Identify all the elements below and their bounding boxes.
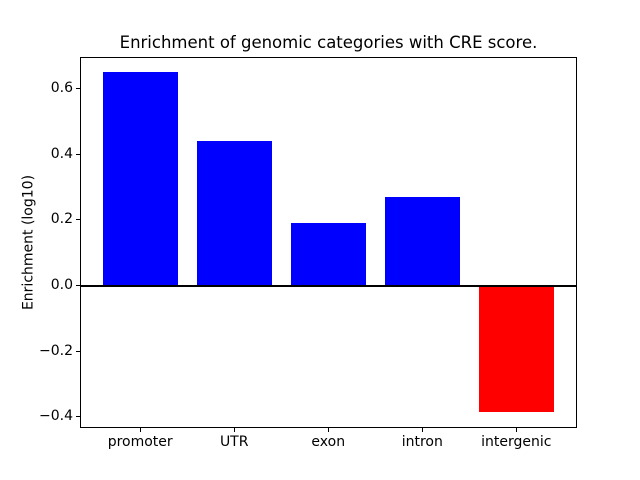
x-tick (421, 427, 423, 432)
bar-exon (290, 223, 366, 286)
x-tick-label-intergenic: intergenic (481, 433, 552, 450)
y-tick-label: −0.4 (39, 408, 73, 425)
y-tick (76, 153, 80, 155)
y-tick-label: 0.2 (50, 211, 73, 228)
y-tick (76, 87, 80, 89)
y-tick-label: 0.0 (50, 277, 73, 294)
y-tick-label: −0.2 (39, 342, 73, 359)
chart-title: Enrichment of genomic categories with CR… (119, 33, 538, 52)
y-tick (76, 416, 80, 418)
zero-line (80, 284, 577, 287)
x-tick-label-UTR: UTR (219, 433, 249, 450)
y-tick (76, 219, 80, 221)
x-tick (139, 427, 141, 432)
x-tick-label-exon: exon (311, 433, 346, 450)
x-tick (327, 427, 329, 432)
bar-intergenic (478, 285, 554, 413)
y-tick (76, 350, 80, 352)
x-tick (233, 427, 235, 432)
x-tick-label-promoter: promoter (107, 433, 173, 450)
bar-UTR (196, 140, 272, 286)
y-tick-label: 0.6 (50, 79, 73, 96)
x-tick-label-intron: intron (401, 433, 443, 450)
y-tick (76, 285, 80, 287)
bar-intron (384, 196, 460, 286)
bar-promoter (102, 71, 178, 286)
x-tick (515, 427, 517, 432)
y-tick-label: 0.4 (50, 145, 73, 162)
y-axis-label: Enrichment (log10) (20, 174, 37, 311)
